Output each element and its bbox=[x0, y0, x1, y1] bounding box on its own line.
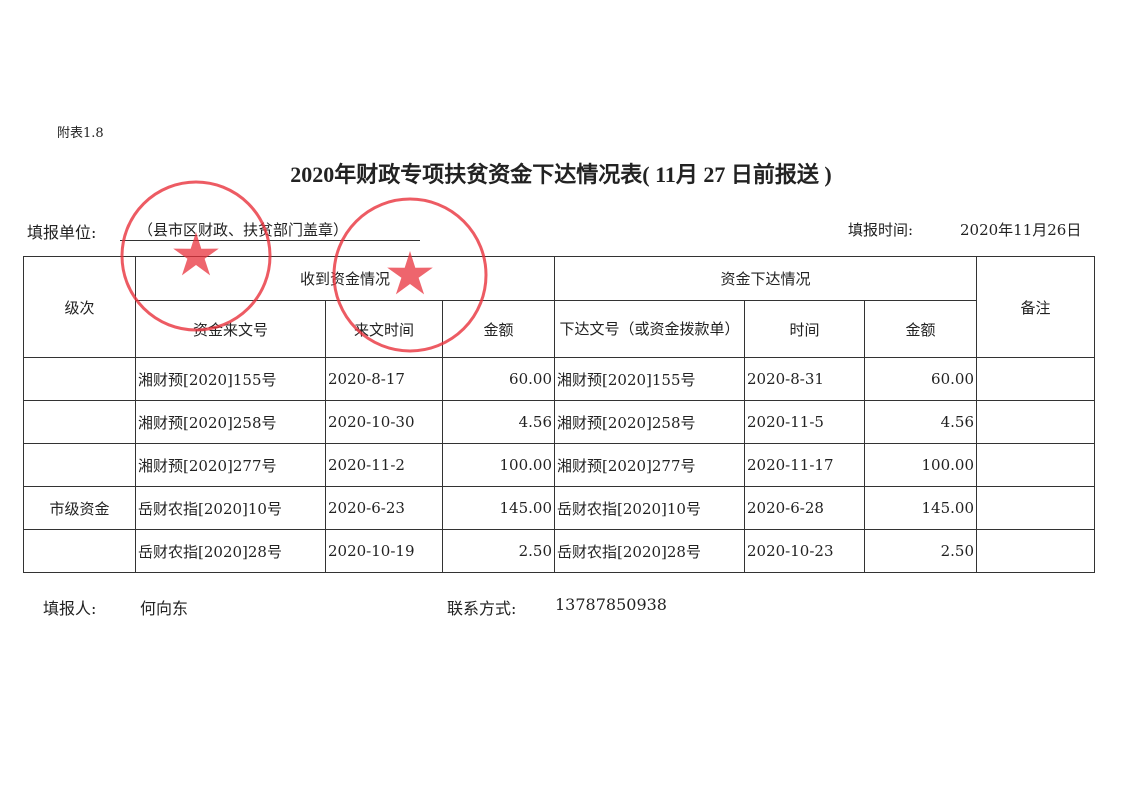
remark-cell bbox=[976, 400, 1095, 444]
header-issued: 资金下达情况 bbox=[554, 256, 977, 301]
src-amount-cell: 4.56 bbox=[442, 400, 555, 444]
header-out-amount: 金额 bbox=[864, 300, 977, 358]
out-date-cell: 2020-6-28 bbox=[744, 486, 865, 530]
out-date-cell: 2020-11-5 bbox=[744, 400, 865, 444]
out-doc-cell: 湘财预[2020]258号 bbox=[554, 400, 745, 444]
fill-time-label: 填报时间: bbox=[848, 221, 914, 239]
src-doc-cell: 湘财预[2020]258号 bbox=[135, 400, 326, 444]
src-amount-cell: 100.00 bbox=[442, 443, 555, 487]
remark-cell bbox=[976, 357, 1095, 401]
level-cell bbox=[23, 443, 136, 487]
level-cell bbox=[23, 529, 136, 573]
src-amount-cell: 60.00 bbox=[442, 357, 555, 401]
table-row: 湘财预[2020]277号 2020-11-2 100.00 湘财预[2020]277… bbox=[23, 443, 1095, 487]
src-amount-cell: 2.50 bbox=[442, 529, 555, 573]
funds-table: 级次 收到资金情况 资金下达情况 备注 资金来文号 来文时间 金额 下达文号（或… bbox=[23, 256, 1095, 573]
fill-time-value: 2020年11月26日 bbox=[960, 221, 1082, 239]
table-row: 湘财预[2020]258号 2020-10-30 4.56 湘财预[2020]258号… bbox=[23, 400, 1095, 444]
out-amount-cell: 100.00 bbox=[864, 443, 977, 487]
remark-cell bbox=[976, 486, 1095, 530]
table-row: 市级资金 岳财农指[2020]10号 2020-6-23 145.00 岳财农指[202… bbox=[23, 486, 1095, 530]
src-date-cell: 2020-6-23 bbox=[325, 486, 443, 530]
remark-cell bbox=[976, 529, 1095, 573]
src-date-cell: 2020-11-2 bbox=[325, 443, 443, 487]
document-title: 2020年财政专项扶贫资金下达情况表( 11月 27 日前报送 ) bbox=[290, 162, 832, 187]
table-row: 岳财农指[2020]28号 2020-10-19 2.50 岳财农指[2020]28号… bbox=[23, 529, 1095, 573]
header-out-doc: 下达文号（或资金拨款单） bbox=[554, 300, 745, 358]
src-doc-cell: 湘财预[2020]277号 bbox=[135, 443, 326, 487]
level-cell: 市级资金 bbox=[23, 486, 136, 530]
out-doc-cell: 岳财农指[2020]10号 bbox=[554, 486, 745, 530]
out-date-cell: 2020-10-23 bbox=[744, 529, 865, 573]
out-amount-cell: 145.00 bbox=[864, 486, 977, 530]
annex-number: 附表1.8 bbox=[57, 126, 104, 141]
filler-name: 何向东 bbox=[140, 599, 189, 618]
header-out-date: 时间 bbox=[744, 300, 865, 358]
src-date-cell: 2020-10-30 bbox=[325, 400, 443, 444]
remark-cell bbox=[976, 443, 1095, 487]
level-cell bbox=[23, 400, 136, 444]
header-received: 收到资金情况 bbox=[135, 256, 555, 301]
filler-label: 填报人: bbox=[43, 599, 97, 618]
out-doc-cell: 湘财预[2020]155号 bbox=[554, 357, 745, 401]
src-doc-cell: 湘财预[2020]155号 bbox=[135, 357, 326, 401]
header-src-date: 来文时间 bbox=[325, 300, 443, 358]
out-date-cell: 2020-8-31 bbox=[744, 357, 865, 401]
header-src-amount: 金额 bbox=[442, 300, 555, 358]
src-date-cell: 2020-10-19 bbox=[325, 529, 443, 573]
unit-value: （县市区财政、扶贫部门盖章） bbox=[120, 219, 420, 241]
header-src-doc: 资金来文号 bbox=[135, 300, 326, 358]
table-row: 湘财预[2020]155号 2020-8-17 60.00 湘财预[2020]155号… bbox=[23, 357, 1095, 401]
unit-label: 填报单位: bbox=[27, 223, 97, 242]
out-amount-cell: 4.56 bbox=[864, 400, 977, 444]
header-remark: 备注 bbox=[976, 256, 1095, 358]
src-doc-cell: 岳财农指[2020]28号 bbox=[135, 529, 326, 573]
contact-value: 13787850938 bbox=[555, 595, 667, 614]
src-date-cell: 2020-8-17 bbox=[325, 357, 443, 401]
out-doc-cell: 湘财预[2020]277号 bbox=[554, 443, 745, 487]
out-date-cell: 2020-11-17 bbox=[744, 443, 865, 487]
out-amount-cell: 60.00 bbox=[864, 357, 977, 401]
level-cell bbox=[23, 357, 136, 401]
out-amount-cell: 2.50 bbox=[864, 529, 977, 573]
out-doc-cell: 岳财农指[2020]28号 bbox=[554, 529, 745, 573]
contact-label: 联系方式: bbox=[447, 599, 517, 618]
header-level: 级次 bbox=[23, 256, 136, 358]
src-doc-cell: 岳财农指[2020]10号 bbox=[135, 486, 326, 530]
src-amount-cell: 145.00 bbox=[442, 486, 555, 530]
